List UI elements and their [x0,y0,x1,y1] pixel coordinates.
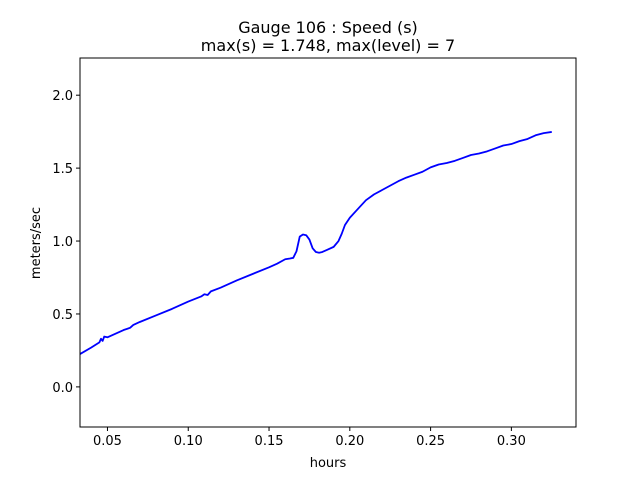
speed-series-line [79,131,552,355]
x-tick-label: 0.15 [255,434,284,449]
y-tick-label: 1.0 [52,235,73,250]
x-tick-label: 0.05 [93,434,122,449]
y-tick-label: 0.5 [52,308,73,323]
x-axis-ticks: 0.05 0.10 0.15 0.20 0.25 0.30 [93,427,526,449]
x-tick-label: 0.30 [497,434,526,449]
chart-subtitle: max(s) = 1.748, max(level) = 7 [201,36,455,55]
y-tick-label: 2.0 [52,89,73,104]
y-tick-label: 1.5 [52,162,73,177]
x-tick-label: 0.10 [174,434,203,449]
x-tick-label: 0.20 [335,434,364,449]
plot-frame [79,57,577,428]
series-layer [79,131,552,355]
x-tick-label: 0.25 [416,434,445,449]
y-tick-label: 0.0 [52,381,73,396]
y-axis-ticks: 0.0 0.5 1.0 1.5 2.0 [52,89,80,396]
plot-area [80,58,576,427]
x-axis-label: hours [310,456,347,471]
y-axis-label: meters/sec [29,207,44,279]
chart-title: Gauge 106 : Speed (s) [238,18,418,37]
